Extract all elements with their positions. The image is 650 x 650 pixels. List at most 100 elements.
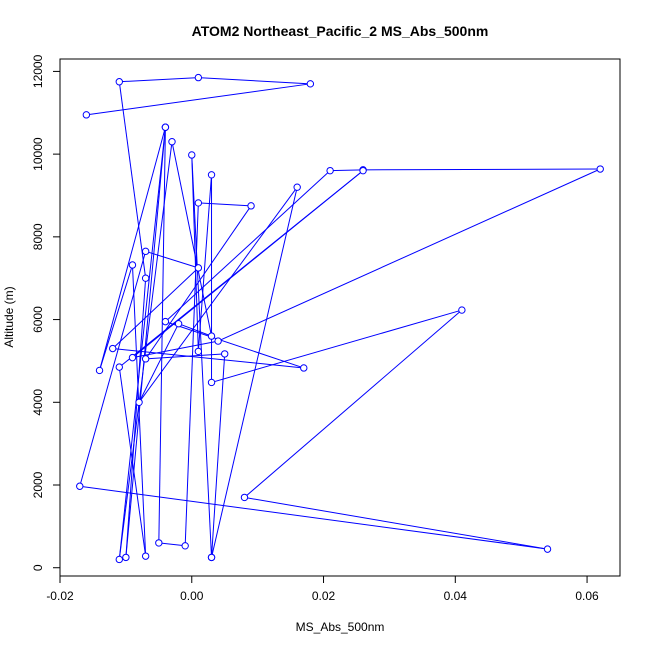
series-segment bbox=[118, 141, 173, 560]
series-segment bbox=[118, 170, 364, 368]
data-point bbox=[155, 539, 163, 547]
data-point bbox=[194, 199, 203, 207]
data-point bbox=[161, 123, 170, 131]
series-segment bbox=[86, 83, 311, 116]
data-point bbox=[141, 247, 150, 256]
series-segment bbox=[132, 340, 219, 359]
series-segment bbox=[211, 353, 226, 558]
series-segment bbox=[198, 77, 311, 85]
data-point bbox=[141, 274, 150, 282]
series-lines bbox=[79, 77, 601, 560]
x-tick-label: 0.04 bbox=[444, 589, 468, 603]
x-axis-label: MS_Abs_500nm bbox=[296, 620, 385, 634]
y-axis-label: Altitude (m) bbox=[2, 286, 16, 347]
data-point bbox=[207, 378, 216, 387]
series-segment bbox=[184, 202, 199, 546]
series-segment bbox=[211, 187, 298, 558]
series-points bbox=[76, 73, 604, 564]
data-point bbox=[174, 320, 183, 328]
series-segment bbox=[119, 77, 199, 83]
series-segment bbox=[125, 127, 166, 558]
x-tick-label: -0.02 bbox=[46, 589, 74, 603]
series-segment bbox=[363, 168, 601, 171]
series-segment bbox=[125, 278, 147, 558]
data-point bbox=[82, 111, 91, 119]
series-segment bbox=[178, 323, 212, 337]
data-point bbox=[141, 552, 150, 560]
series-segment bbox=[118, 81, 147, 279]
data-point bbox=[76, 482, 84, 490]
data-point bbox=[194, 73, 203, 82]
series-segment bbox=[198, 202, 252, 207]
series-segment bbox=[244, 309, 463, 498]
data-point bbox=[95, 366, 104, 375]
x-tick-label: 0.00 bbox=[180, 589, 204, 603]
series-segment bbox=[330, 169, 364, 172]
y-tick-label: 2000 bbox=[31, 471, 45, 498]
series-segment bbox=[79, 251, 147, 487]
x-tick-label: 0.06 bbox=[575, 589, 599, 603]
data-point bbox=[300, 364, 308, 372]
data-point bbox=[194, 347, 203, 356]
series-segment bbox=[145, 250, 199, 269]
series-segment bbox=[118, 367, 147, 557]
data-point bbox=[359, 166, 367, 175]
y-tick-label: 4000 bbox=[31, 389, 45, 416]
series-segment bbox=[191, 154, 199, 352]
data-point bbox=[115, 363, 123, 371]
series-segment bbox=[145, 353, 225, 360]
y-tick-label: 12000 bbox=[31, 54, 45, 88]
x-tick-label: 0.02 bbox=[312, 589, 336, 603]
y-axis: 0 2000 4000 6000 8000 10000 12000 bbox=[31, 54, 61, 571]
data-point bbox=[543, 545, 552, 553]
series-segment bbox=[99, 127, 166, 371]
chart-title: ATOM2 Northeast_Pacific_2 MS_Abs_500nm bbox=[192, 23, 489, 39]
series-segment bbox=[165, 170, 331, 323]
data-point bbox=[115, 555, 123, 564]
series-segment bbox=[118, 127, 166, 560]
data-point bbox=[188, 151, 196, 159]
series-segment bbox=[191, 154, 213, 558]
series-segment bbox=[138, 323, 180, 403]
data-point bbox=[128, 353, 137, 362]
data-point bbox=[115, 78, 123, 86]
data-point bbox=[122, 553, 130, 562]
series-segment bbox=[112, 348, 304, 369]
series-segment bbox=[217, 168, 601, 342]
x-axis: -0.02 0.00 0.02 0.04 0.06 bbox=[46, 575, 599, 603]
data-point bbox=[458, 306, 466, 314]
series-segment bbox=[138, 186, 298, 403]
series-segment bbox=[244, 496, 548, 550]
data-point bbox=[207, 332, 216, 340]
data-point bbox=[161, 317, 170, 326]
y-tick-label: 8000 bbox=[31, 223, 45, 250]
data-point bbox=[596, 165, 604, 173]
series-segment bbox=[211, 309, 463, 383]
data-point bbox=[247, 202, 255, 210]
data-point bbox=[293, 183, 301, 191]
data-point bbox=[109, 344, 117, 353]
data-point bbox=[306, 80, 315, 88]
series-segment bbox=[99, 264, 133, 371]
data-point bbox=[128, 261, 137, 269]
series-segment bbox=[165, 321, 304, 369]
series-segment bbox=[171, 141, 213, 337]
y-tick-label: 0 bbox=[31, 564, 45, 571]
data-point bbox=[326, 166, 334, 175]
y-tick-label: 10000 bbox=[31, 137, 45, 171]
data-point bbox=[214, 337, 222, 345]
data-point bbox=[141, 355, 150, 363]
data-point bbox=[194, 264, 203, 272]
series-segment bbox=[131, 264, 147, 557]
data-point bbox=[135, 398, 143, 406]
y-tick-label: 6000 bbox=[31, 306, 45, 333]
series-segment bbox=[197, 174, 213, 352]
data-point bbox=[181, 542, 189, 550]
data-point bbox=[168, 138, 176, 146]
data-point bbox=[207, 553, 216, 562]
data-point bbox=[240, 493, 249, 502]
data-point bbox=[207, 171, 216, 179]
series-segment bbox=[112, 267, 199, 349]
plot-frame bbox=[59, 58, 621, 577]
